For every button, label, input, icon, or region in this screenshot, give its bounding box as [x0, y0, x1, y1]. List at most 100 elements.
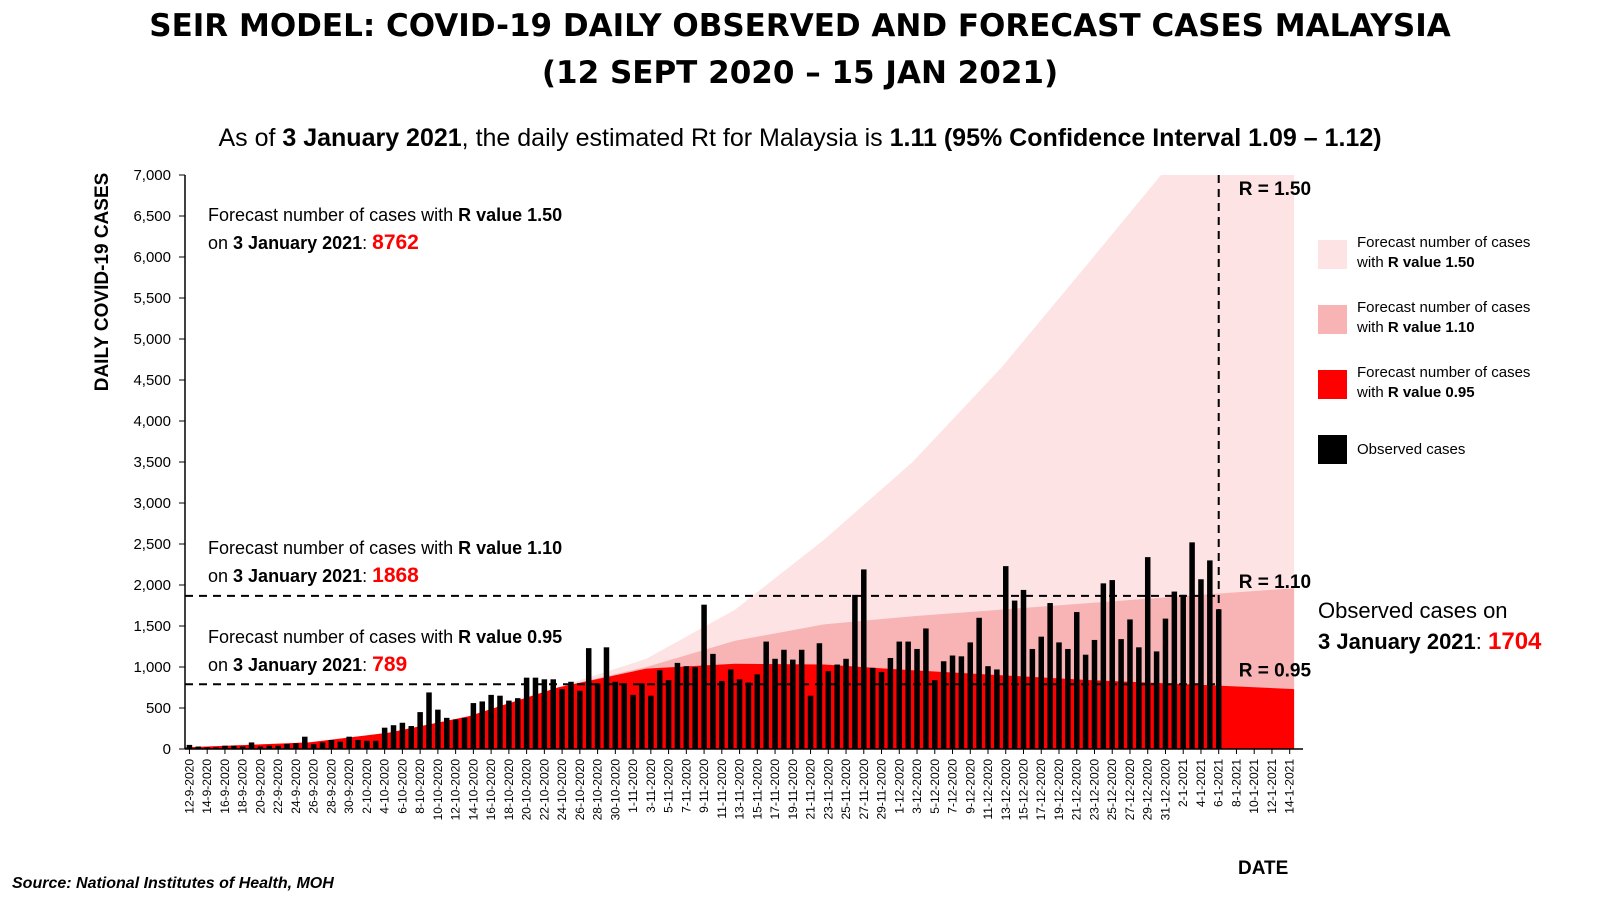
- r-label-r110: R = 1.10: [1239, 572, 1311, 593]
- bar-observed: [896, 641, 903, 749]
- legend-r150-with: with: [1357, 254, 1388, 271]
- bar-observed: [364, 740, 370, 749]
- bar-observed: [1180, 594, 1186, 749]
- bar-observed: [656, 670, 663, 749]
- x-tick-label: 21-11-2020: [804, 759, 818, 820]
- y-tick-label: 3,000: [133, 495, 171, 512]
- bar-observed: [630, 694, 636, 749]
- x-tick-label: 28-9-2020: [324, 759, 338, 814]
- observed-note-value: 1704: [1488, 628, 1542, 655]
- x-tick-label: 19-11-2020: [786, 759, 800, 820]
- subtitle-rt: 1.11: [889, 124, 937, 152]
- x-tick-label: 6-10-2020: [395, 759, 409, 814]
- source-note: Source: National Institutes of Health, M…: [12, 875, 334, 892]
- bar-observed: [816, 643, 823, 749]
- x-tick-label: 18-10-2020: [502, 759, 516, 821]
- x-tick-label: 5-12-2020: [928, 759, 942, 814]
- bar-observed: [585, 648, 592, 749]
- y-tick-label: 0: [163, 741, 171, 758]
- bar-observed: [444, 717, 450, 749]
- annotation-r110-rvalue: R value 1.10: [458, 538, 563, 558]
- x-tick-label: 14-10-2020: [466, 759, 480, 821]
- legend-swatch-observed: [1318, 435, 1347, 464]
- bar-observed: [1198, 579, 1204, 749]
- bar-observed: [541, 679, 548, 749]
- x-axis-label: DATE: [1238, 858, 1289, 879]
- bar-observed: [1038, 636, 1044, 749]
- bar-observed: [1118, 639, 1124, 749]
- x-tick-label: 11-12-2020: [981, 759, 995, 820]
- bar-observed: [745, 682, 752, 749]
- bar-observed: [621, 683, 627, 749]
- bar-observed: [381, 727, 388, 749]
- bar-observed: [390, 725, 397, 749]
- x-tick-label: 25-12-2020: [1105, 759, 1119, 821]
- bar-observed: [1171, 591, 1178, 749]
- bar-observed: [994, 669, 1000, 749]
- x-tick-label: 15-11-2020: [750, 759, 764, 820]
- x-tick-label: 16-10-2020: [484, 759, 498, 821]
- bar-observed: [985, 666, 991, 749]
- x-tick-label: 6-1-2021: [1212, 759, 1226, 807]
- bar-observed: [665, 680, 672, 749]
- subtitle-middle: , the daily estimated Rt for Malaysia is: [461, 124, 890, 152]
- bar-observed: [1065, 648, 1071, 749]
- x-tick-label: 8-1-2021: [1230, 759, 1244, 807]
- bar-observed: [594, 683, 601, 749]
- bar-observed: [701, 604, 707, 749]
- bar-observed: [736, 679, 743, 749]
- legend-r110-line1: Forecast number of cases: [1357, 299, 1531, 316]
- bar-observed: [976, 617, 982, 749]
- bar-observed: [1020, 589, 1027, 749]
- bar-observed: [417, 712, 423, 749]
- bar-observed: [470, 703, 477, 749]
- bar-observed: [905, 641, 911, 749]
- legend-r110-rvalue: R value 1.10: [1387, 319, 1475, 336]
- legend-r095-with: with: [1357, 384, 1388, 401]
- bar-observed: [257, 746, 264, 749]
- bar-observed: [1109, 580, 1115, 749]
- x-tick-label: 1-11-2020: [626, 759, 640, 813]
- bar-observed: [790, 659, 796, 749]
- bar-observed: [284, 744, 290, 749]
- bar-observed: [302, 736, 308, 749]
- bar-observed: [399, 722, 406, 749]
- bar-observed: [231, 745, 237, 749]
- y-tick-label: 1,500: [133, 618, 171, 635]
- bar-observed: [1100, 583, 1107, 749]
- annotation-r150-prefix: Forecast number of cases with: [208, 205, 459, 225]
- x-tick-label: 24-9-2020: [289, 759, 303, 814]
- annotation-r095-rvalue: R value 0.95: [458, 627, 563, 647]
- x-tick-label: 16-9-2020: [218, 759, 232, 814]
- x-tick-label: 2-10-2020: [360, 759, 374, 814]
- bar-observed: [923, 628, 929, 749]
- bar-observed: [319, 742, 326, 749]
- x-tick-label: 27-12-2020: [1123, 759, 1137, 821]
- bar-observed: [1144, 557, 1151, 749]
- annotation-r110-on: on: [208, 566, 234, 586]
- bar-observed: [674, 662, 681, 749]
- bar-observed: [772, 658, 778, 749]
- observed-note-line1: Observed cases on: [1318, 598, 1508, 623]
- legend-observed-label: Observed cases: [1357, 441, 1466, 458]
- bar-observed: [222, 745, 228, 749]
- x-tick-label: 14-9-2020: [200, 759, 214, 814]
- bar-observed: [852, 594, 858, 749]
- bar-observed: [727, 669, 734, 749]
- subtitle-date: 3 January 2021: [282, 124, 462, 152]
- annotation-r150-sep: :: [362, 233, 373, 253]
- bar-observed: [346, 736, 352, 749]
- x-tick-label: 12-9-2020: [182, 759, 196, 814]
- bar-observed: [940, 661, 947, 749]
- x-tick-label: 31-12-2020: [1159, 759, 1173, 821]
- annotation-r095-date: 3 January 2021: [233, 655, 363, 675]
- bar-observed: [1091, 639, 1098, 749]
- x-tick-label: 15-12-2020: [1017, 759, 1031, 821]
- annotation-r150-on: on: [208, 233, 234, 253]
- x-tick-label: 9-11-2020: [697, 759, 711, 813]
- bar-observed: [506, 700, 512, 749]
- bar-observed: [967, 642, 974, 749]
- bar-observed: [869, 667, 876, 749]
- x-tick-label: 17-12-2020: [1034, 759, 1048, 821]
- bar-observed: [461, 717, 468, 749]
